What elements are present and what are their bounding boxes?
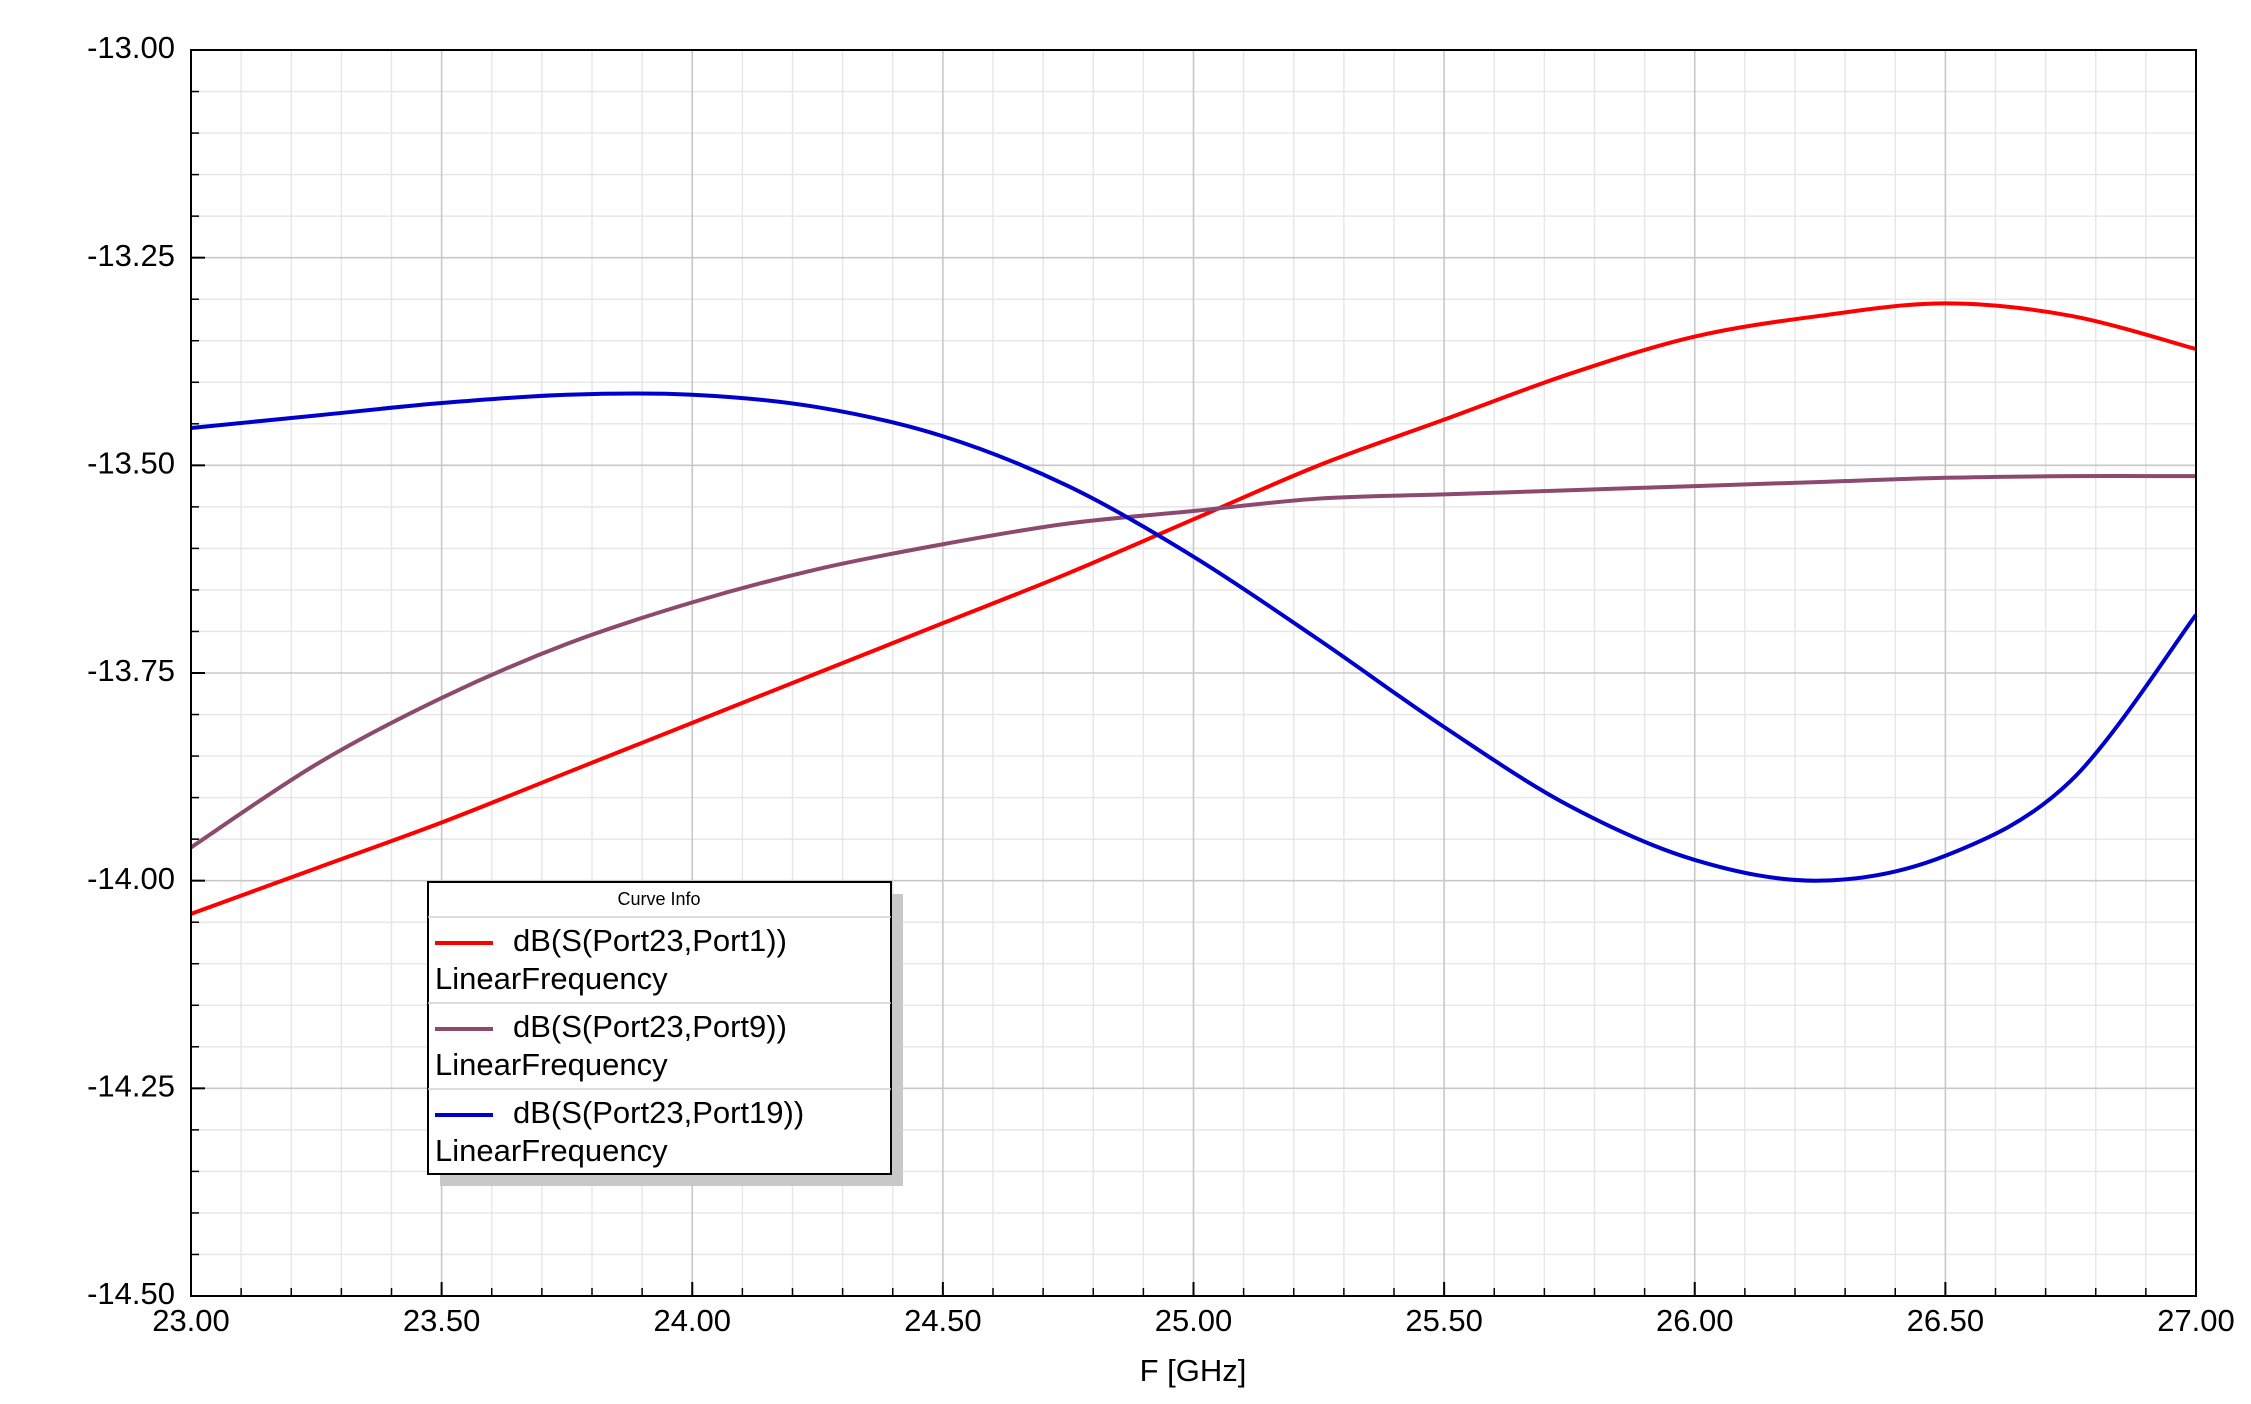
legend-sweep: LinearFrequency [435, 1133, 668, 1168]
y-tick-label: -13.25 [87, 238, 175, 273]
legend-title: Curve Info [617, 889, 700, 909]
x-tick-label: 23.00 [152, 1303, 230, 1338]
x-tick-label: 26.00 [1656, 1303, 1734, 1338]
x-tick-label: 27.00 [2157, 1303, 2235, 1338]
legend-entry: dB(S(Port23,Port9)) [513, 1009, 787, 1044]
legend-sweep: LinearFrequency [435, 1047, 668, 1082]
legend-entry: dB(S(Port23,Port1)) [513, 923, 787, 958]
x-tick-label: 24.00 [653, 1303, 731, 1338]
x-tick-label: 25.00 [1155, 1303, 1233, 1338]
y-tick-label: -13.75 [87, 653, 175, 688]
series-line [190, 391, 2198, 883]
y-tick-label: -14.00 [87, 861, 175, 896]
x-axis-label: F [GHz] [1140, 1353, 1247, 1388]
x-tick-label: 23.50 [403, 1303, 481, 1338]
legend-entry: dB(S(Port23,Port19)) [513, 1095, 804, 1130]
y-tick-label: -13.00 [87, 30, 175, 65]
y-tick-label: -13.50 [87, 446, 175, 481]
series-line [190, 301, 2197, 916]
curves [189, 301, 2198, 916]
x-tick-label: 25.50 [1405, 1303, 1483, 1338]
x-tick-label: 24.50 [904, 1303, 982, 1338]
legend: Curve Info dB(S(Port23,Port1))LinearFreq… [427, 881, 903, 1186]
x-tick-label: 26.50 [1907, 1303, 1985, 1338]
legend-box [427, 881, 892, 1175]
y-tick-label: -14.50 [87, 1276, 175, 1311]
y-tick-label: -14.25 [87, 1069, 175, 1104]
legend-sweep: LinearFrequency [435, 961, 668, 996]
series-line [189, 474, 2197, 850]
